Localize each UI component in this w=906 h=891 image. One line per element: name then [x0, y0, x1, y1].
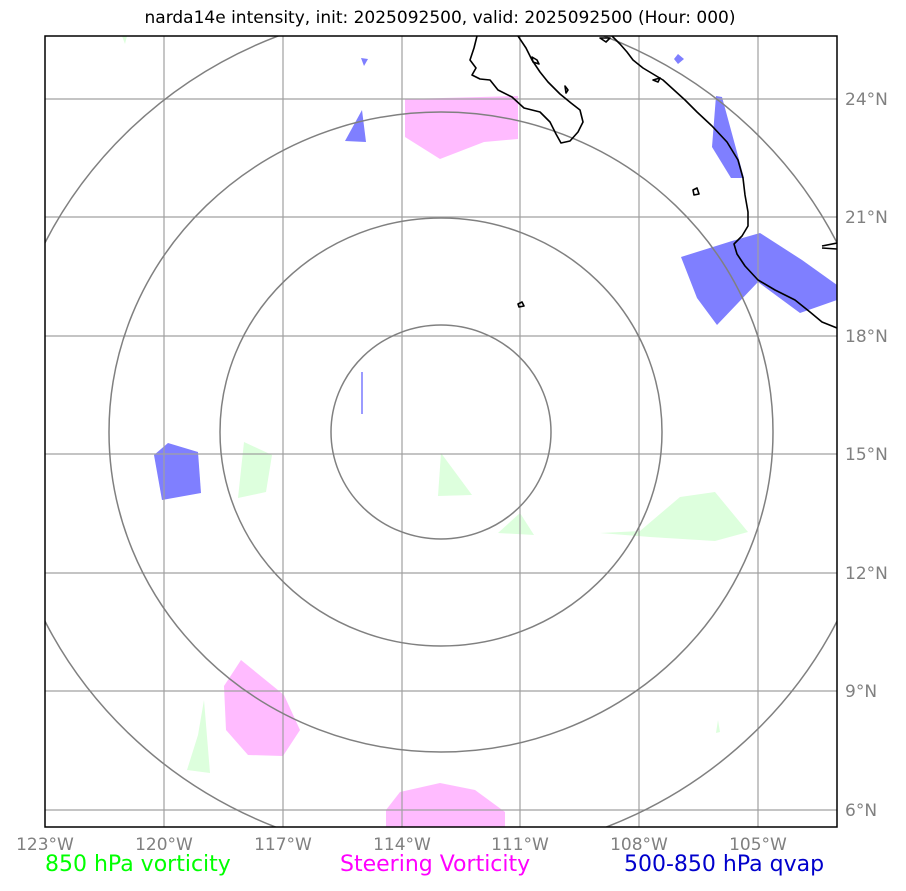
gulf-island	[564, 85, 569, 94]
lon-label: 108°W	[610, 835, 668, 855]
vorticity-area	[438, 453, 472, 496]
latitude-labels: 24°N 21°N 18°N 15°N 12°N 9°N 6°N	[845, 90, 888, 821]
longitude-labels: 123°W 120°W 117°W 114°W 111°W 108°W 105°…	[16, 835, 787, 855]
coast-island	[692, 187, 700, 196]
range-ring	[108, 111, 774, 753]
legend-850-vorticity: 850 hPa vorticity	[45, 852, 231, 877]
range-rings	[45, 36, 837, 827]
vorticity-area	[600, 492, 748, 541]
lat-label: 9°N	[845, 682, 877, 702]
lat-label: 12°N	[845, 564, 888, 584]
lat-label: 15°N	[845, 445, 888, 465]
lon-label: 120°W	[135, 835, 193, 855]
qvap-area	[681, 233, 837, 325]
lat-label: 21°N	[845, 208, 888, 228]
map-frame	[44, 35, 838, 828]
lon-label: 111°W	[491, 835, 549, 855]
coast-inlet	[652, 77, 661, 83]
qvap-area	[345, 110, 366, 142]
vorticity-area	[122, 36, 127, 44]
coast-island	[517, 301, 525, 308]
coastlines	[469, 36, 837, 329]
range-ring	[219, 217, 663, 647]
gulf-island	[599, 37, 611, 43]
steering-area	[386, 783, 505, 827]
range-ring	[330, 324, 552, 540]
coast-fragment	[821, 242, 837, 250]
lon-label: 123°W	[16, 835, 74, 855]
lon-label: 117°W	[254, 835, 312, 855]
vorticity-area	[238, 442, 272, 498]
vorticity-area	[187, 700, 210, 773]
lon-label: 114°W	[373, 835, 431, 855]
vorticity-area	[716, 720, 720, 733]
steering-area	[224, 660, 300, 756]
legend-steering-vorticity: Steering Vorticity	[340, 852, 531, 877]
vorticity-area	[498, 513, 534, 535]
steering-area	[405, 96, 518, 159]
lat-label: 24°N	[845, 90, 888, 110]
vorticity-850-areas	[122, 36, 748, 773]
qvap-area	[361, 58, 368, 66]
qvap-area	[154, 443, 201, 500]
gulf-island	[531, 56, 540, 65]
map-plot-area	[45, 36, 837, 827]
lat-label: 6°N	[845, 801, 877, 821]
mainland-mexico-coast	[611, 36, 837, 329]
lat-label: 18°N	[845, 327, 888, 347]
qvap-area	[674, 54, 684, 64]
legend-qvap: 500-850 hPa qvap	[624, 852, 825, 877]
steering-vorticity-areas	[224, 96, 518, 827]
graticule	[45, 36, 837, 827]
map-title: narda14e intensity, init: 2025092500, va…	[144, 8, 736, 28]
lon-label: 105°W	[729, 835, 787, 855]
baja-california-coast	[469, 36, 584, 144]
